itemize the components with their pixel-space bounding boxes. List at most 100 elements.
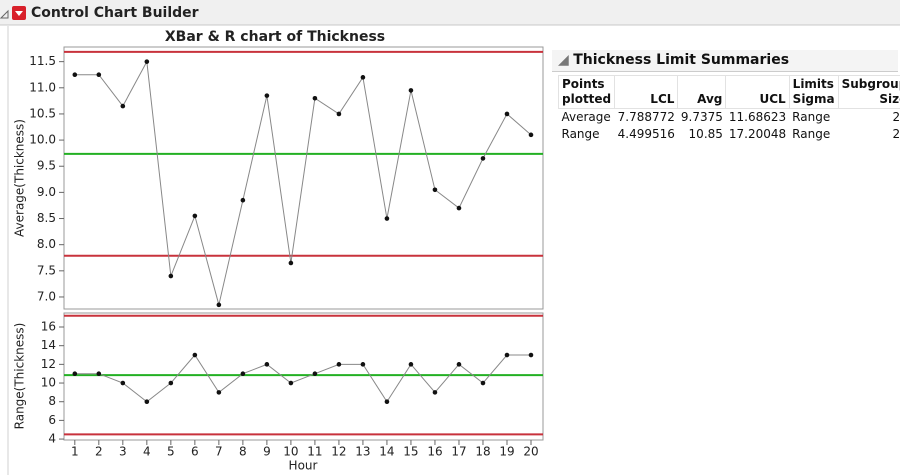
x-tick-label: 3 <box>119 445 127 459</box>
column-header: UCL <box>725 75 790 109</box>
y-tick-label: 7.5 <box>37 263 56 277</box>
x-tick-label: 16 <box>427 445 442 459</box>
x-tick-label: 19 <box>499 445 514 459</box>
table-cell: 9.7375 <box>680 110 723 124</box>
x-tick-label: 14 <box>379 445 394 459</box>
data-point <box>360 362 366 367</box>
column-header: Points plotted <box>557 75 616 109</box>
x-tick-label: 6 <box>191 445 199 459</box>
data-point <box>120 103 126 109</box>
data-point <box>312 95 318 101</box>
data-point <box>72 371 78 376</box>
x-tick-label: 17 <box>451 445 466 459</box>
x-axis-title: Hour <box>289 459 318 473</box>
data-point <box>432 390 438 395</box>
table-row: Range 4.499516 10.85 17.20048 Range 20 <box>559 126 900 143</box>
header-bar <box>0 0 900 25</box>
table-cell: 17.20048 <box>728 127 787 141</box>
data-point <box>312 371 318 376</box>
data-point <box>456 205 462 211</box>
data-point <box>144 59 150 64</box>
table-cell: 11.68623 <box>728 110 787 124</box>
y-tick-label: 7.0 <box>37 289 56 303</box>
column-header: Avg <box>677 75 727 109</box>
data-point <box>288 260 294 266</box>
x-tick-label: 9 <box>263 445 271 459</box>
y-axis-title: Average(Thickness) <box>13 119 27 237</box>
y-tick-label: 4 <box>48 432 56 446</box>
data-point <box>336 111 342 117</box>
table-cell: 4.499516 <box>617 127 675 141</box>
y-tick-label: 8.5 <box>37 211 56 225</box>
data-point <box>504 111 510 117</box>
data-point <box>264 93 270 98</box>
data-point <box>456 362 462 367</box>
x-tick-label: 20 <box>523 445 538 459</box>
y-tick-label: 11.0 <box>29 80 56 94</box>
y-tick-label: 8 <box>48 394 56 408</box>
data-line <box>74 354 531 403</box>
y-tick-label: 6 <box>48 413 56 427</box>
data-point <box>480 380 486 386</box>
column-header: Subgroup Size <box>837 75 900 109</box>
collapse-icon[interactable] <box>0 9 9 19</box>
x-tick-label: 8 <box>239 445 247 459</box>
x-tick-label: 13 <box>355 445 370 459</box>
data-point <box>72 72 78 78</box>
y-tick-label: 10.5 <box>29 106 56 120</box>
summary-title: ◢ Thickness Limit Summaries <box>552 50 898 72</box>
data-point <box>168 273 174 279</box>
data-point <box>384 399 390 405</box>
data-point <box>528 352 534 358</box>
summary-table: Points plotted LCL Avg UCL Limits Sigma Subgr… <box>557 75 900 143</box>
data-point <box>408 88 414 93</box>
header-row: Points plotted LCL Avg UCL Limits Sigma Subgr… <box>557 75 900 109</box>
data-point <box>240 371 246 376</box>
column-header: Limits Sigma <box>788 75 839 109</box>
data-point <box>96 371 102 376</box>
data-point <box>96 72 102 78</box>
x-tick-label: 18 <box>475 445 490 459</box>
table-cell: Range <box>792 127 831 141</box>
data-point <box>192 213 198 219</box>
data-line <box>74 59 532 305</box>
y-tick-label: 12 <box>41 357 56 371</box>
y-tick-label: 14 <box>41 338 56 352</box>
data-point <box>120 380 126 386</box>
data-point <box>264 362 270 367</box>
y-tick-label: 9.0 <box>37 185 56 199</box>
chart-title: XBar & R chart of Thickness <box>165 29 385 45</box>
data-point <box>432 187 438 193</box>
data-point <box>288 380 294 386</box>
table-row: Average 7.788772 9.7375 11.68623 Range 20 <box>559 109 900 127</box>
x-tick-label: 1 <box>71 445 79 459</box>
x-tick-label: 7 <box>215 445 223 459</box>
x-tick-label: 11 <box>307 445 322 459</box>
y-axis-title: Range(Thickness) <box>13 323 27 430</box>
x-tick-label: 15 <box>403 445 418 459</box>
x-tick-label: 2 <box>95 445 103 459</box>
column-header: LCL <box>614 75 679 109</box>
summary-title-text: Thickness Limit Summaries <box>573 52 790 68</box>
y-tick-label: 9.5 <box>37 159 56 173</box>
data-point <box>216 302 222 308</box>
table-cell: 7.788772 <box>617 110 675 124</box>
table-cell: Range <box>561 127 600 141</box>
x-tick-label: 12 <box>331 445 346 459</box>
y-tick-label: 11.5 <box>29 54 56 68</box>
table-cell: Range <box>792 110 831 124</box>
data-point <box>336 362 342 367</box>
header-title: Control Chart Builder <box>31 5 199 21</box>
data-point <box>168 380 174 386</box>
data-point <box>408 362 414 367</box>
limit-summary: ◢ Thickness Limit Summaries Points plott… <box>552 50 900 143</box>
data-point <box>384 216 390 221</box>
y-tick-label: 8.0 <box>37 237 56 251</box>
table-cell: 10.85 <box>688 127 723 141</box>
x-tick-label: 10 <box>283 445 298 459</box>
y-tick-label: 16 <box>41 320 56 334</box>
data-point <box>240 197 246 203</box>
y-tick-label: 10.0 <box>29 133 56 147</box>
